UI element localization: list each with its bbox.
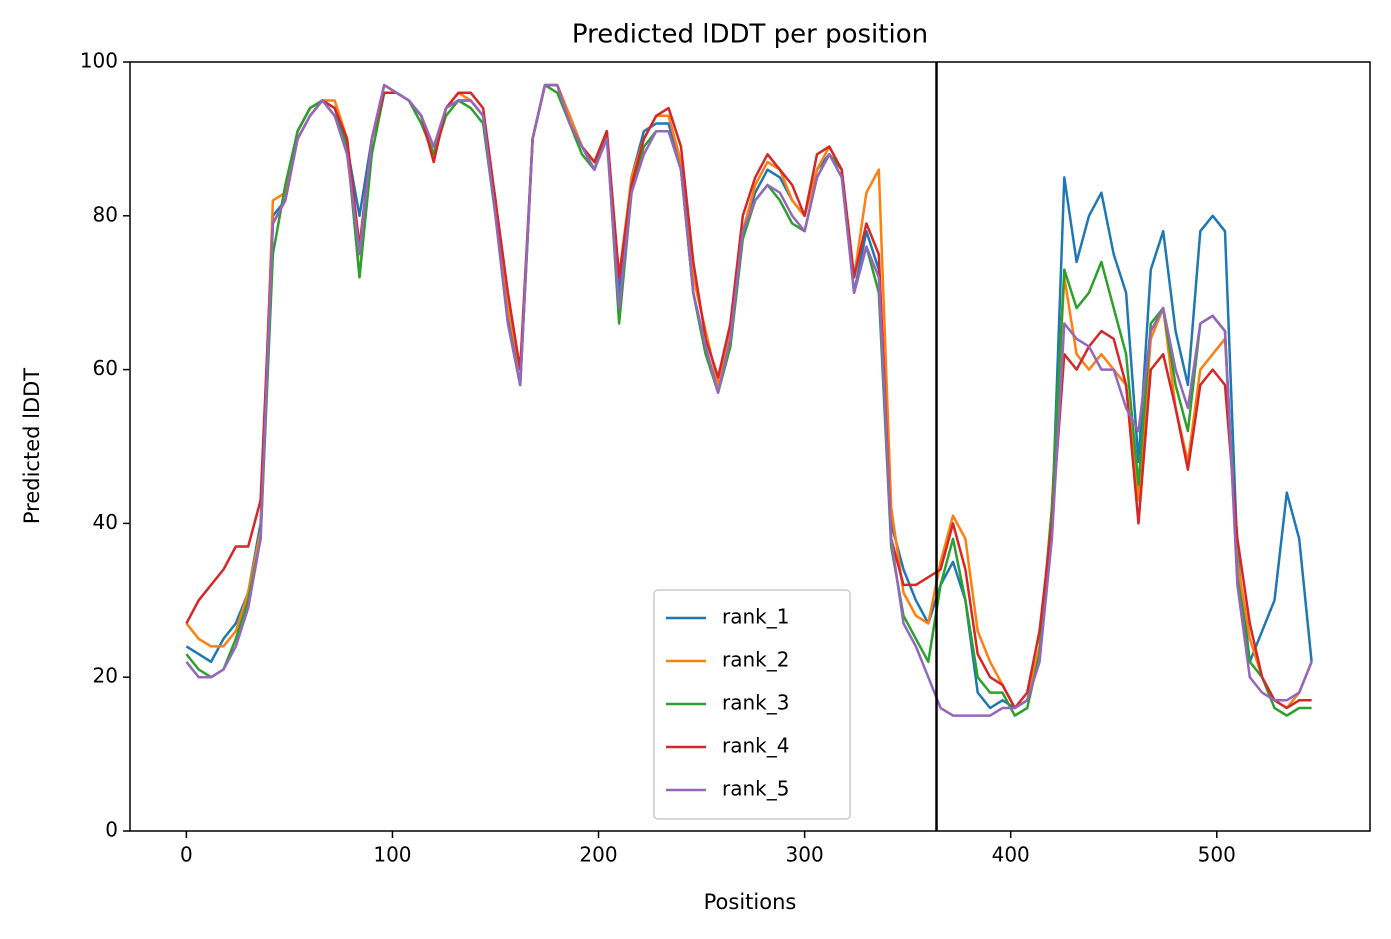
series-line: [185, 83, 1312, 717]
series-line: [185, 83, 1313, 717]
x-tick-label: 100: [373, 843, 411, 867]
y-axis-label: Predicted lDDT: [20, 368, 44, 524]
x-tick-label: 400: [992, 843, 1030, 867]
y-tick-label: 80: [93, 202, 118, 226]
plot-frame: [129, 61, 1371, 832]
x-tick-label: 200: [579, 843, 617, 867]
legend-label: rank_4: [722, 734, 789, 758]
x-tick-label: 0: [180, 843, 193, 867]
legend: rank_1 rank_2 rank_3 rank_4 rank_5: [653, 589, 851, 820]
y-tick-label: 0: [105, 818, 118, 842]
y-tick-label: 20: [93, 664, 118, 688]
y-tick-label: 40: [93, 510, 118, 534]
legend-label: rank_2: [722, 648, 789, 672]
x-axis-label: Positions: [704, 890, 797, 914]
x-tick-label: 500: [1198, 843, 1236, 867]
legend-box: [653, 589, 851, 820]
legend-label: rank_1: [722, 605, 789, 629]
legend-label: rank_5: [722, 777, 789, 801]
y-tick-label: 100: [80, 49, 118, 73]
chart-title: Predicted lDDT per position: [572, 20, 928, 50]
legend-label: rank_3: [722, 691, 789, 715]
y-tick-label: 60: [93, 356, 118, 380]
x-tick-label: 300: [786, 843, 824, 867]
